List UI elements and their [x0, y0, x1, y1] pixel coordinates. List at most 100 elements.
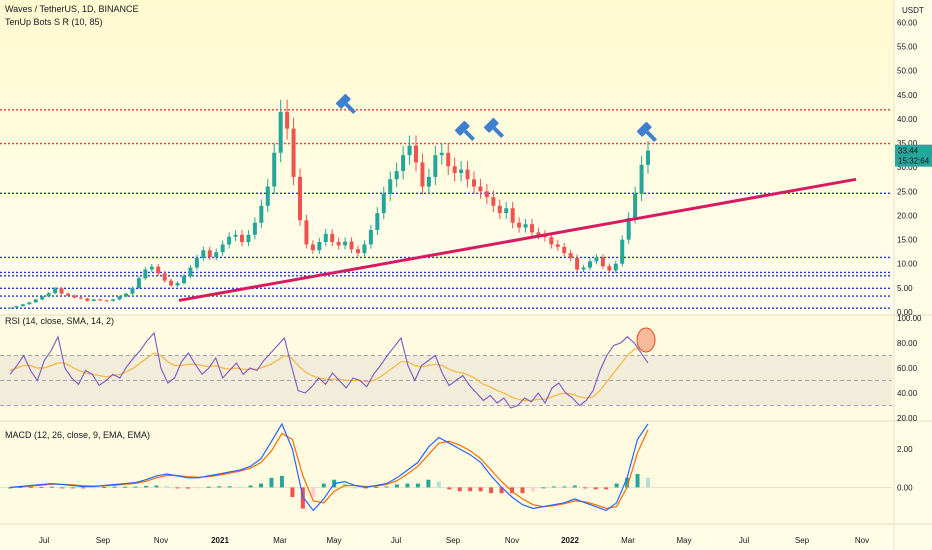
price-candle	[575, 257, 580, 270]
time-axis-label: Nov	[855, 536, 869, 545]
macd-histogram-bar	[227, 486, 232, 488]
macd-tick-label: 2.00	[897, 445, 913, 454]
price-candle	[323, 233, 328, 243]
macd-histogram-bar	[551, 486, 556, 488]
time-axis-label: 2021	[211, 536, 229, 545]
price-candle	[504, 208, 509, 214]
price-candle	[343, 241, 348, 246]
price-candle	[452, 166, 457, 174]
price-candle	[581, 267, 586, 270]
macd-histogram-bar	[102, 487, 107, 489]
price-candle	[233, 234, 238, 237]
price-tick-label: 10.00	[897, 260, 918, 269]
price-candle	[362, 244, 367, 254]
time-axis-label: May	[676, 536, 691, 545]
macd-histogram-bar	[572, 485, 577, 488]
macd-histogram-bar	[238, 486, 243, 488]
macd-histogram-bar	[28, 486, 33, 488]
price-candle	[588, 261, 592, 268]
macd-histogram-bar	[489, 487, 494, 494]
macd-histogram-bar	[143, 485, 148, 488]
price-candle	[149, 266, 154, 270]
macd-histogram-bar	[175, 487, 180, 489]
price-candle	[465, 169, 470, 180]
macd-histogram-bar	[91, 487, 96, 489]
macd-histogram-bar	[279, 475, 284, 488]
price-tick-label: 30.00	[897, 163, 918, 172]
price-candle	[182, 276, 186, 284]
macd-histogram-bar	[394, 484, 399, 488]
time-axis-label: Nov	[154, 536, 168, 545]
hammer-head	[636, 121, 652, 137]
price-candle	[394, 171, 399, 180]
price-candle	[130, 287, 135, 294]
price-candle	[401, 155, 406, 172]
hammer-handle	[463, 129, 476, 142]
price-candle	[78, 297, 83, 299]
macd-histogram-bar	[583, 487, 588, 489]
price-candle	[220, 244, 225, 253]
price-candle	[600, 257, 605, 267]
price-candle	[484, 191, 489, 198]
macd-histogram-bar	[593, 487, 598, 490]
hammer-marker-icon	[483, 117, 505, 139]
countdown-text: 15:32:64	[898, 157, 930, 166]
price-candle	[124, 293, 128, 297]
price-candle	[240, 234, 244, 243]
time-axis-label: Jul	[391, 536, 401, 545]
macd-histogram-bar	[646, 477, 650, 488]
macd-histogram-bar	[353, 487, 358, 489]
macd-histogram-bar	[60, 487, 65, 489]
macd-signal-line	[9, 429, 649, 510]
price-candle	[646, 150, 650, 165]
macd-histogram-bar	[133, 486, 138, 488]
price-candle	[227, 236, 232, 245]
price-candle	[330, 233, 335, 243]
indicator-title[interactable]: TenUp Bots S R (10, 85)	[5, 17, 103, 27]
price-candle	[98, 299, 103, 301]
macd-histogram-bar	[541, 487, 546, 489]
price-candle	[259, 205, 264, 223]
macd-histogram-bar	[154, 485, 159, 488]
price-candle	[633, 193, 638, 218]
rsi-title[interactable]: RSI (14, close, SMA, 14, 2)	[5, 316, 115, 326]
rsi-overbought-circle	[636, 327, 656, 353]
macd-histogram-bar	[70, 487, 75, 489]
price-candle	[8, 307, 12, 309]
price-candle	[85, 298, 90, 301]
price-candle	[472, 179, 476, 187]
price-tick-label: 45.00	[897, 91, 918, 100]
rsi-tick-label: 100.00	[897, 314, 922, 323]
price-candle	[162, 273, 167, 281]
price-candle	[72, 295, 77, 298]
hammer-head	[454, 120, 470, 136]
rsi-tick-label: 40.00	[897, 389, 918, 398]
price-candle	[375, 213, 380, 230]
price-tick-label: 60.00	[897, 18, 918, 27]
macd-histogram-bar	[196, 487, 201, 489]
price-candle	[613, 263, 618, 271]
symbol-title[interactable]: Waves / TetherUS, 1D, BINANCE	[5, 4, 139, 14]
price-candle	[214, 252, 219, 257]
price-candle	[91, 299, 96, 301]
last-price-text: 33.44	[898, 147, 919, 156]
price-candle	[549, 237, 554, 245]
macd-histogram-bar	[248, 485, 253, 488]
macd-histogram-bar	[112, 486, 117, 488]
price-candle	[252, 222, 257, 235]
macd-histogram-bar	[384, 486, 389, 488]
macd-histogram-bar	[405, 483, 410, 488]
macd-histogram-bar	[530, 487, 535, 492]
rsi-tick-label: 80.00	[897, 339, 918, 348]
price-tick-label: 55.00	[897, 43, 918, 52]
hammer-head	[335, 93, 351, 109]
hammer-head	[483, 117, 499, 133]
time-axis-label: May	[326, 536, 341, 545]
time-axis-label: Jul	[39, 536, 49, 545]
price-candle	[356, 249, 360, 254]
price-candle	[368, 229, 373, 245]
hammer-handle	[645, 130, 658, 143]
macd-title[interactable]: MACD (12, 26, close, 9, EMA, EMA)	[5, 430, 151, 440]
price-candle	[46, 293, 51, 297]
